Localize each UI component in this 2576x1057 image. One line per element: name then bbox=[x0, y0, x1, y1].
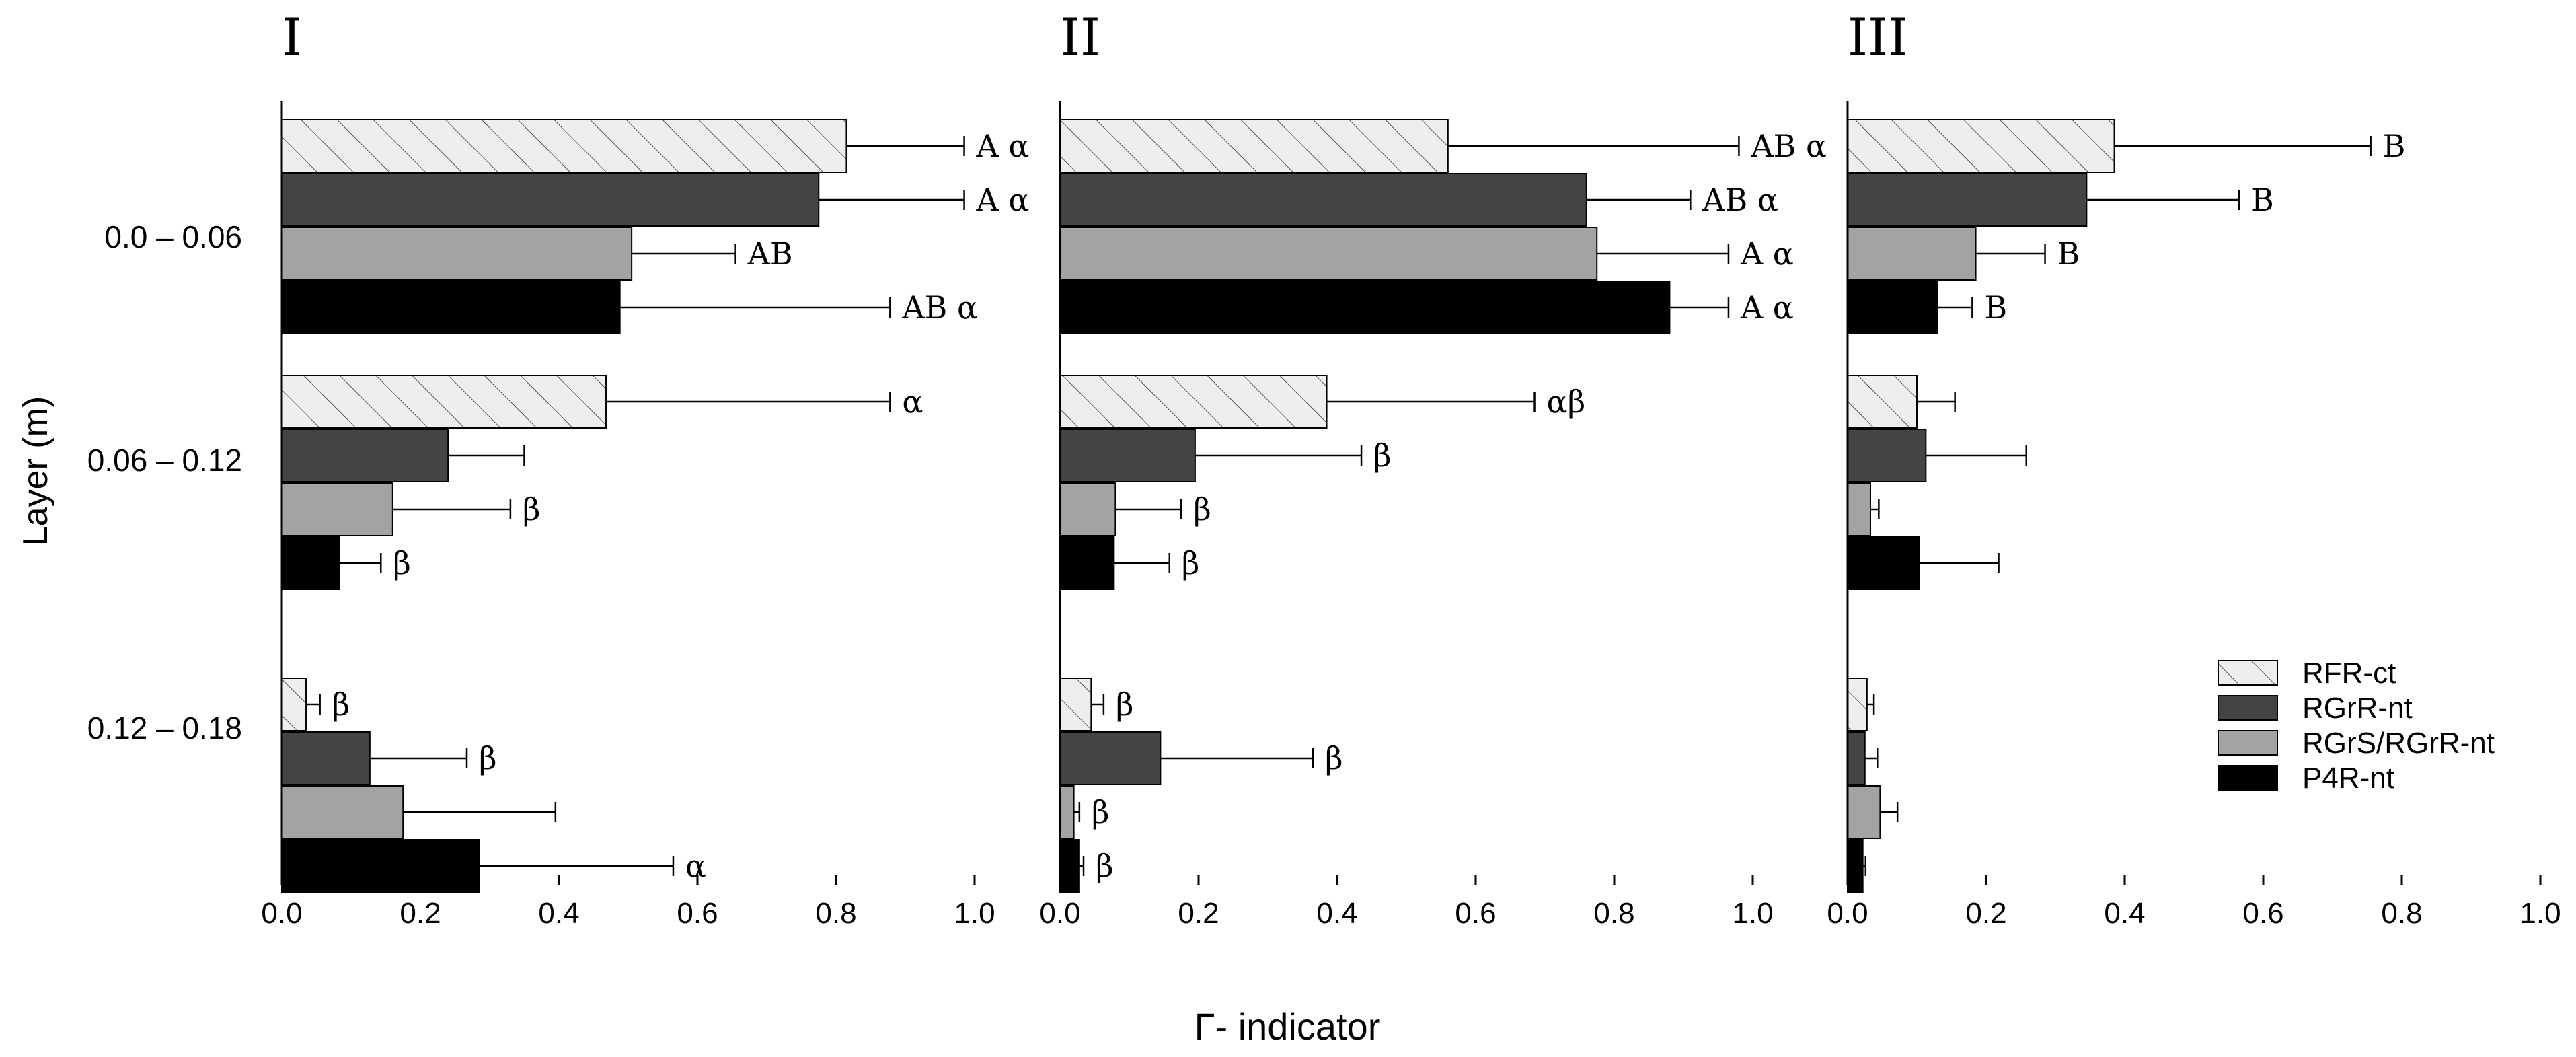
bar-p1-l3-rgrs-rgrr-nt bbox=[281, 785, 404, 839]
bar-p2-l1-p4r-nt bbox=[1059, 281, 1671, 334]
x-tick-label-panel-1-4: 0.8 bbox=[815, 897, 856, 930]
bar-p2-l2-p4r-nt bbox=[1059, 536, 1115, 590]
x-tick-label-panel-2-4: 0.8 bbox=[1593, 897, 1634, 930]
bar-p3-l3-p4r-nt bbox=[1847, 839, 1864, 893]
category-label-3: 0.12 – 0.18 bbox=[87, 710, 242, 745]
bar-p3-l2-rfr-ct bbox=[1847, 375, 1918, 429]
sig-label-p2-l2-rgrr-nt: β bbox=[1373, 437, 1392, 474]
sig-label-p2-l2-rfr-ct: αβ bbox=[1547, 384, 1586, 420]
legend-label-p4r-nt: P4R-nt bbox=[2302, 762, 2394, 795]
bar-p3-l3-rgrr-nt bbox=[1847, 731, 1866, 785]
bar-p2-l2-rgrs-rgrr-nt bbox=[1059, 482, 1116, 536]
x-tick-label-panel-1-1: 0.2 bbox=[400, 897, 441, 930]
sig-label-p3-l1-rfr-ct: B bbox=[2383, 128, 2406, 164]
legend-label-rgrr-nt: RGrR-nt bbox=[2302, 692, 2413, 725]
bar-p3-l1-p4r-nt bbox=[1847, 281, 1938, 334]
sig-label-p2-l3-rgrr-nt: β bbox=[1325, 740, 1343, 776]
panel-title-ii: II bbox=[1060, 7, 1100, 67]
x-tick-label-panel-2-2: 0.4 bbox=[1316, 897, 1357, 930]
x-tick-label-panel-3-0: 0.0 bbox=[1827, 897, 1868, 930]
sig-label-p1-l1-rgrr-nt: A α bbox=[976, 182, 1030, 218]
x-tick-label-panel-1-5: 1.0 bbox=[954, 897, 995, 930]
x-tick-label-panel-1-0: 0.0 bbox=[261, 897, 302, 930]
sig-label-p1-l2-p4r-nt: β bbox=[393, 545, 411, 581]
x-tick-label-panel-3-2: 0.4 bbox=[2104, 897, 2145, 930]
bar-p1-l3-p4r-nt bbox=[281, 839, 480, 893]
bar-p2-l2-rfr-ct bbox=[1059, 375, 1328, 429]
x-tick-label-panel-3-5: 1.0 bbox=[2520, 897, 2561, 930]
sig-label-p2-l3-rfr-ct: β bbox=[1116, 686, 1134, 723]
legend-swatch-rgrr-nt bbox=[2218, 695, 2278, 721]
bar-p2-l3-rgrs-rgrr-nt bbox=[1059, 785, 1075, 839]
x-tick-label-panel-3-4: 0.8 bbox=[2381, 897, 2422, 930]
bar-p2-l1-rgrs-rgrr-nt bbox=[1059, 227, 1598, 281]
panel-title-i: I bbox=[282, 7, 302, 67]
bar-p1-l1-rfr-ct bbox=[281, 119, 847, 173]
x-tick-label-panel-2-0: 0.0 bbox=[1039, 897, 1080, 930]
panel-title-iii: III bbox=[1848, 7, 1908, 67]
sig-label-p1-l2-rfr-ct: α bbox=[902, 384, 923, 420]
legend-swatch-rgrs-rgrr-nt bbox=[2218, 730, 2278, 756]
sig-label-p2-l3-p4r-nt: β bbox=[1096, 848, 1114, 884]
x-tick-label-panel-1-3: 0.6 bbox=[677, 897, 718, 930]
bar-p3-l2-rgrs-rgrr-nt bbox=[1847, 482, 1871, 536]
y-axis-title: Layer (m) bbox=[16, 396, 55, 546]
bar-p2-l1-rfr-ct bbox=[1059, 119, 1449, 173]
x-tick-label-panel-1-2: 0.4 bbox=[538, 897, 579, 930]
bar-p3-l1-rfr-ct bbox=[1847, 119, 2115, 173]
legend-swatch-p4r-nt bbox=[2218, 765, 2278, 791]
bar-p3-l3-rgrs-rgrr-nt bbox=[1847, 785, 1881, 839]
sig-label-p2-l1-rgrs-rgrr-nt: A α bbox=[1740, 235, 1794, 272]
bar-p1-l1-rgrr-nt bbox=[281, 173, 820, 227]
bar-p1-l2-rgrr-nt bbox=[281, 429, 449, 482]
sig-label-p1-l1-rgrs-rgrr-nt: AB bbox=[747, 235, 793, 272]
sig-label-p1-l1-p4r-nt: AB α bbox=[901, 289, 978, 326]
sig-label-p2-l2-rgrs-rgrr-nt: β bbox=[1193, 491, 1211, 527]
sig-label-p1-l3-rgrr-nt: β bbox=[479, 740, 497, 776]
sig-label-p2-l1-rfr-ct: AB α bbox=[1750, 128, 1827, 164]
bar-p1-l3-rgrr-nt bbox=[281, 731, 371, 785]
bar-p1-l2-rgrs-rgrr-nt bbox=[281, 482, 393, 536]
sig-label-p1-l2-rgrs-rgrr-nt: β bbox=[523, 491, 541, 527]
sig-label-p3-l1-p4r-nt: B bbox=[1984, 289, 2007, 326]
bar-p1-l2-p4r-nt bbox=[281, 536, 340, 590]
sig-label-p1-l3-rfr-ct: β bbox=[332, 686, 350, 723]
x-tick-label-panel-2-1: 0.2 bbox=[1178, 897, 1219, 930]
bar-p3-l2-p4r-nt bbox=[1847, 536, 1920, 590]
sig-label-p2-l1-rgrr-nt: AB α bbox=[1702, 182, 1778, 218]
bar-p1-l1-p4r-nt bbox=[281, 281, 621, 334]
bar-p2-l3-rgrr-nt bbox=[1059, 731, 1162, 785]
bar-p1-l1-rgrs-rgrr-nt bbox=[281, 227, 633, 281]
sig-label-p1-l1-rfr-ct: A α bbox=[976, 128, 1030, 164]
sig-label-p2-l3-rgrs-rgrr-nt: β bbox=[1092, 794, 1110, 830]
sig-label-p2-l1-p4r-nt: A α bbox=[1740, 289, 1794, 326]
bar-p3-l2-rgrr-nt bbox=[1847, 429, 1927, 482]
bar-p2-l3-p4r-nt bbox=[1059, 839, 1080, 893]
bar-p3-l1-rgrs-rgrr-nt bbox=[1847, 227, 1977, 281]
legend-swatch-rfr-ct bbox=[2218, 660, 2278, 686]
bar-p2-l3-rfr-ct bbox=[1059, 678, 1092, 731]
legend-label-rfr-ct: RFR-ct bbox=[2302, 657, 2396, 690]
bar-p1-l2-rfr-ct bbox=[281, 375, 607, 429]
sig-label-p3-l1-rgrr-nt: B bbox=[2251, 182, 2274, 218]
x-tick-label-panel-2-3: 0.6 bbox=[1455, 897, 1496, 930]
legend-label-rgrs-rgrr-nt: RGrS/RGrR-nt bbox=[2302, 727, 2495, 760]
sig-label-p1-l3-p4r-nt: α bbox=[685, 848, 706, 884]
bar-p3-l3-rfr-ct bbox=[1847, 678, 1868, 731]
sig-label-p3-l1-rgrs-rgrr-nt: B bbox=[2057, 235, 2080, 272]
x-tick-label-panel-3-1: 0.2 bbox=[1965, 897, 2006, 930]
x-tick-label-panel-3-3: 0.6 bbox=[2242, 897, 2283, 930]
bar-p3-l1-rgrr-nt bbox=[1847, 173, 2088, 227]
bar-p2-l2-rgrr-nt bbox=[1059, 429, 1196, 482]
category-label-2: 0.06 – 0.12 bbox=[87, 443, 242, 478]
category-label-1: 0.0 – 0.06 bbox=[104, 219, 242, 254]
sig-label-p2-l2-p4r-nt: β bbox=[1182, 545, 1200, 581]
x-tick-label-panel-2-5: 1.0 bbox=[1732, 897, 1773, 930]
bar-p2-l1-rgrr-nt bbox=[1059, 173, 1587, 227]
x-axis-title: Γ- indicator bbox=[1195, 1005, 1381, 1048]
bar-p1-l3-rfr-ct bbox=[281, 678, 307, 731]
